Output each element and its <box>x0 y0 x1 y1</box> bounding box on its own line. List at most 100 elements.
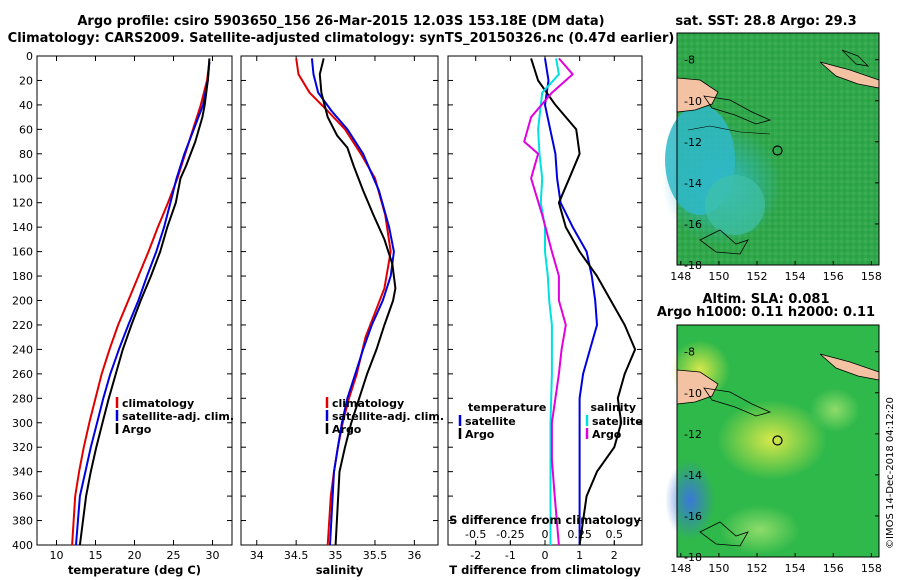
legend-entry: satellite <box>465 415 516 428</box>
x-tick-label: 35.5 <box>363 549 388 562</box>
y-tick-label: 360 <box>12 490 33 503</box>
map-lat-tick-label: -10 <box>684 387 702 400</box>
sst-map-axes: 148 150 152 154 156 158 -8 -10 -12 -14 -16 -18 <box>670 54 882 283</box>
map-lon-tick-label: 148 <box>670 562 691 575</box>
s-difference-tick-label: -0.25 <box>496 528 524 541</box>
x-tick-label: -2 <box>470 549 481 562</box>
series-line-argo <box>78 58 211 546</box>
y-tick-label: 200 <box>12 295 33 308</box>
legend-entry: satellite-adj. clim. <box>332 410 444 423</box>
sla-map <box>665 324 880 558</box>
plot-frame <box>36 55 233 546</box>
x-axis-label: temperature (deg C) <box>68 563 201 577</box>
sla-map-axes: 148 150 152 154 156 158 -8 -10 -12 -14 -16 -18 <box>670 346 882 575</box>
s-difference-tick-label: 0.5 <box>606 528 624 541</box>
sla-map-subtitle: Argo h1000: 0.11 h2000: 0.11 <box>657 305 875 320</box>
y-tick-label: 220 <box>12 319 33 332</box>
x-tick-label: 2 <box>611 549 618 562</box>
map-lon-tick-label: 152 <box>747 270 768 283</box>
s-difference-tick-label: -0.5 <box>465 528 486 541</box>
s-difference-tick-label: 0 <box>542 528 549 541</box>
series-line-argo <box>318 58 397 546</box>
map-lat-tick-label: -14 <box>684 177 702 190</box>
difference-panel: -2 -1 0 1 2T difference from climatology temp… <box>447 55 643 577</box>
map-lat-tick-label: -8 <box>684 346 695 359</box>
sla-argo-location-marker <box>772 435 783 446</box>
legend-entry: Argo <box>122 423 152 436</box>
temperature-panel: 0 20 40 60 80 100 120 140 160 180 200 220 240 260 280 3… <box>12 50 234 577</box>
legend-entry: climatology <box>332 397 404 410</box>
y-tick-label: 240 <box>12 343 33 356</box>
y-tick-label: 60 <box>19 123 33 136</box>
map-lat-tick-label: -12 <box>684 136 702 149</box>
x-tick-label: 36 <box>407 549 421 562</box>
map-lon-tick-label: 152 <box>747 562 768 575</box>
map-lat-tick-label: -18 <box>684 259 702 272</box>
map-lon-tick-label: 154 <box>785 270 806 283</box>
x-tick-label: 30 <box>206 549 220 562</box>
imos-credit: ©IMOS 14-Dec-2018 04:12:20 <box>885 397 896 549</box>
y-tick-label: 380 <box>12 515 33 528</box>
series-line-temperature-argo <box>530 58 637 546</box>
map-lon-tick-label: 156 <box>823 562 844 575</box>
map-lat-tick-label: -14 <box>684 469 702 482</box>
y-tick-label: 300 <box>12 417 33 430</box>
sst-map-title: sat. SST: 28.8 Argo: 29.3 <box>675 14 856 29</box>
series-line-satellite-adj-clim <box>75 62 211 546</box>
y-tick-label: 260 <box>12 368 33 381</box>
x-tick-label: 25 <box>167 549 181 562</box>
legend-entry: satellite-adj. clim. <box>122 410 234 423</box>
y-tick-label: 100 <box>12 172 33 185</box>
legend-entry: Argo <box>592 428 622 441</box>
map-lat-tick-label: -8 <box>684 54 695 67</box>
legend-entry: Argo <box>332 423 362 436</box>
legend-entry: satellite <box>592 415 643 428</box>
y-tick-label: 400 <box>12 539 33 552</box>
figure-subtitle: Climatology: CARS2009. Satellite-adjuste… <box>8 31 675 46</box>
y-tick-label: 160 <box>12 246 33 259</box>
map-lon-tick-label: 148 <box>670 270 691 283</box>
x-tick-label: 35 <box>329 549 343 562</box>
figure-title: Argo profile: csiro 5903650_156 26-Mar-2… <box>77 14 604 29</box>
map-lon-tick-label: 150 <box>708 270 729 283</box>
x-tick-label: 0 <box>542 549 549 562</box>
y-tick-label: 20 <box>19 74 33 87</box>
series-line-salinity-satellite <box>537 58 560 545</box>
map-lon-tick-label: 158 <box>861 270 882 283</box>
plot-frame <box>447 55 643 546</box>
x-tick-label: 10 <box>50 549 64 562</box>
legend-title-temperature: temperature <box>468 401 546 414</box>
y-tick-label: 320 <box>12 441 33 454</box>
map-lat-tick-label: -18 <box>684 551 702 564</box>
s-difference-tick-label: 0.25 <box>567 528 592 541</box>
map-lat-tick-label: -16 <box>684 510 702 523</box>
map-lon-tick-label: 150 <box>708 562 729 575</box>
y-tick-label: 120 <box>12 197 33 210</box>
y-tick-label: 280 <box>12 392 33 405</box>
y-tick-label: 80 <box>19 148 33 161</box>
x-tick-label: -1 <box>505 549 516 562</box>
map-lon-tick-label: 154 <box>785 562 806 575</box>
map-lat-tick-label: -12 <box>684 428 702 441</box>
map-lat-tick-label: -10 <box>684 95 702 108</box>
legend-entry: climatology <box>122 397 194 410</box>
legend-title-salinity: salinity <box>590 401 636 414</box>
sst-argo-location-marker <box>772 145 783 156</box>
y-tick-label: 0 <box>26 50 33 63</box>
y-tick-label: 140 <box>12 221 33 234</box>
x-tick-label: 1 <box>576 549 583 562</box>
x-tick-label: 20 <box>128 549 142 562</box>
y-tick-label: 180 <box>12 270 33 283</box>
series-line-salinity-argo <box>523 57 574 546</box>
x-axis-label: T difference from climatology <box>449 563 641 577</box>
x-axis-label: salinity <box>316 563 364 577</box>
x-tick-label: 15 <box>89 549 103 562</box>
legend-entry: Argo <box>465 428 495 441</box>
y-tick-label: 40 <box>19 99 33 112</box>
sla-map-title: Altim. SLA: 0.081 <box>703 292 830 307</box>
map-lon-tick-label: 156 <box>823 270 844 283</box>
x-tick-label: 34 <box>250 549 264 562</box>
map-lat-tick-label: -16 <box>684 218 702 231</box>
